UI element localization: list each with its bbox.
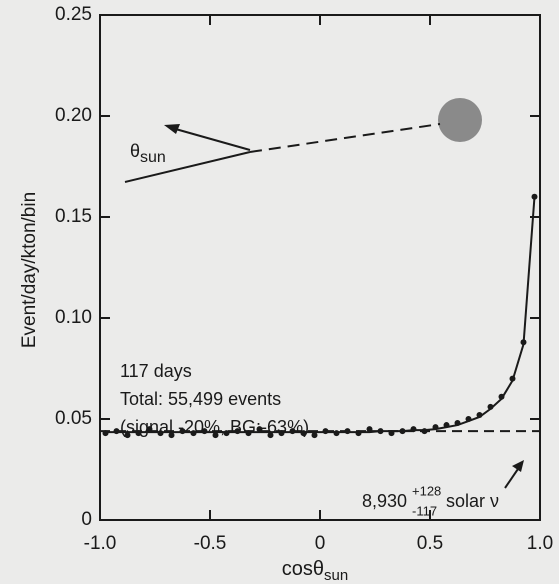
y-tick-label: 0.10: [55, 307, 92, 328]
data-point: [256, 426, 263, 433]
data-point: [366, 426, 373, 433]
y-axis-label: Event/day/kton/bin: [19, 192, 40, 348]
angle-sub: sun: [140, 149, 166, 166]
data-point: [289, 428, 296, 435]
fit-line: [105, 196, 536, 434]
data-point: [113, 428, 120, 435]
annotation: 117 days: [120, 361, 192, 381]
x-tick-label: -0.5: [194, 533, 227, 554]
x-tick-label: 1.0: [527, 533, 553, 554]
data-point: [135, 430, 142, 437]
y-tick-label: 0: [81, 509, 92, 530]
data-point: [355, 430, 362, 437]
y-tick-label: 0.05: [55, 408, 92, 429]
data-point: [102, 430, 109, 437]
signal-err-up: +128: [412, 483, 441, 498]
angle-label: θsun: [130, 141, 166, 166]
x-tick-label: -1.0: [84, 533, 117, 554]
arrow: [171, 127, 251, 151]
data-point: [190, 430, 197, 437]
data-point: [146, 426, 153, 433]
data-point: [124, 432, 131, 439]
data-point: [267, 432, 274, 439]
annotation: Total: 55,499 events: [120, 389, 281, 409]
data-point: [311, 432, 318, 439]
sun: [438, 98, 482, 142]
x-axis-label: cosθsun: [282, 558, 348, 584]
y-tick-label: 0.20: [55, 105, 92, 126]
data-point: [278, 430, 285, 437]
data-point: [179, 428, 186, 435]
signal-annotation: 8,930: [362, 491, 407, 511]
signal-count: 8,930: [362, 491, 407, 511]
data-point: [322, 428, 329, 435]
data-point: [344, 428, 351, 435]
direction-line: [124, 151, 251, 183]
angle-text: θ: [130, 141, 140, 161]
data-point: [223, 430, 230, 437]
y-tick-label: 0.15: [55, 206, 92, 227]
data-point: [201, 428, 208, 435]
signal-label: solar ν: [446, 491, 499, 511]
x-axis-label-sub: sun: [324, 567, 348, 584]
signal-arrow-head: [512, 460, 524, 472]
data-point: [212, 432, 219, 439]
plot-frame: [99, 14, 541, 521]
x-tick-label: 0.5: [417, 533, 443, 554]
y-tick-label: 0.25: [55, 4, 92, 25]
arrow-head: [164, 124, 180, 134]
data-point: [333, 430, 340, 437]
signal-err-down: -117: [412, 503, 437, 518]
data-point: [300, 430, 307, 437]
direction-dashed: [249, 123, 441, 153]
data-point: [168, 432, 175, 439]
data-point: [245, 430, 252, 437]
data-point: [234, 428, 241, 435]
data-point: [157, 430, 164, 437]
x-tick-label: 0: [315, 533, 326, 554]
x-axis-label-text: cosθ: [282, 558, 324, 580]
